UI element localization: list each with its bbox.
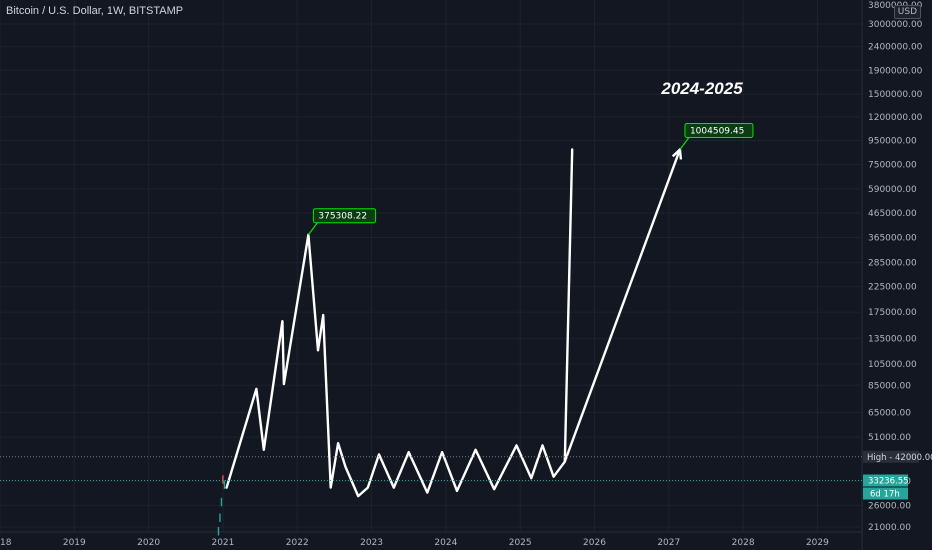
grid [0,0,863,550]
y-tick-label: 85000.00 [868,381,911,391]
y-tick-label: 21000.00 [868,523,911,533]
y-tick-label: 2400000.00 [868,43,923,53]
x-tick-label: 2023 [360,538,383,548]
overlays: High - 42000.00 33236.55 6d 17h 375308.22 10… [0,79,932,500]
y-tick-label: 3000000.00 [868,20,923,30]
x-tick-label: 2025 [509,538,532,548]
last-price-badge [863,474,908,487]
series-line [225,148,574,498]
x-axis: 2018 2019 2020 2021 2022 2023 2024 2025 2026 2027… [0,538,829,548]
annotation-box [684,122,754,138]
y-tick-label: 365000.00 [868,234,917,244]
last-price-label: 33236.55 [868,477,909,487]
y-tick-label: 950000.00 [868,137,917,147]
projection-lines [225,148,683,498]
annotation-title: 2024-2025 [660,79,743,98]
annotation-pointer [307,222,318,236]
x-tick-label: 2027 [657,538,680,548]
y-tick-label: 51000.00 [868,433,911,443]
x-tick-label: 2021 [211,538,234,548]
annotation-label: 1004509.45 [690,126,744,136]
annotation-pointer [679,137,690,150]
y-tick-label: 105000.00 [868,360,917,370]
annotation-box [312,208,377,224]
y-tick-label: 1900000.00 [868,66,923,76]
x-tick-label: 2022 [286,538,309,548]
y-axis: 3800000.003000000.002400000.001900000.00… [868,1,923,533]
x-tick-label: 2018 [0,538,12,548]
x-tick-label: 2024 [434,538,457,548]
y-tick-label: 590000.00 [868,185,917,195]
x-tick-label: 2029 [806,538,829,548]
x-tick-label: 2026 [583,538,606,548]
y-tick-label: 26000.00 [868,501,911,511]
y-tick-label: 750000.00 [868,161,917,171]
y-tick-label: 225000.00 [868,283,917,293]
y-tick-label: 1200000.00 [868,113,923,123]
candles [217,475,226,536]
countdown-label: 6d 17h [870,490,900,500]
high-badge [863,450,919,463]
y-tick-label: 65000.00 [868,408,911,418]
y-tick-label: 1500000.00 [868,90,923,100]
high-label: High - 42000.00 [867,453,932,463]
x-tick-label: 2020 [137,538,160,548]
x-tick-label: 2028 [732,538,755,548]
x-tick-label: 2019 [63,538,86,548]
y-tick-label: 135000.00 [868,334,917,344]
countdown-badge [863,487,908,500]
y-tick-label: 285000.00 [868,259,917,269]
chart-title: Bitcoin / U.S. Dollar, 1W, BITSTAMP [6,5,184,17]
annotation-label: 375308.22 [318,212,367,222]
currency-button[interactable]: USD [893,5,921,19]
y-tick-label: 465000.00 [868,209,917,219]
projection-arrow-line [563,148,682,463]
y-tick-label: 175000.00 [868,308,917,318]
